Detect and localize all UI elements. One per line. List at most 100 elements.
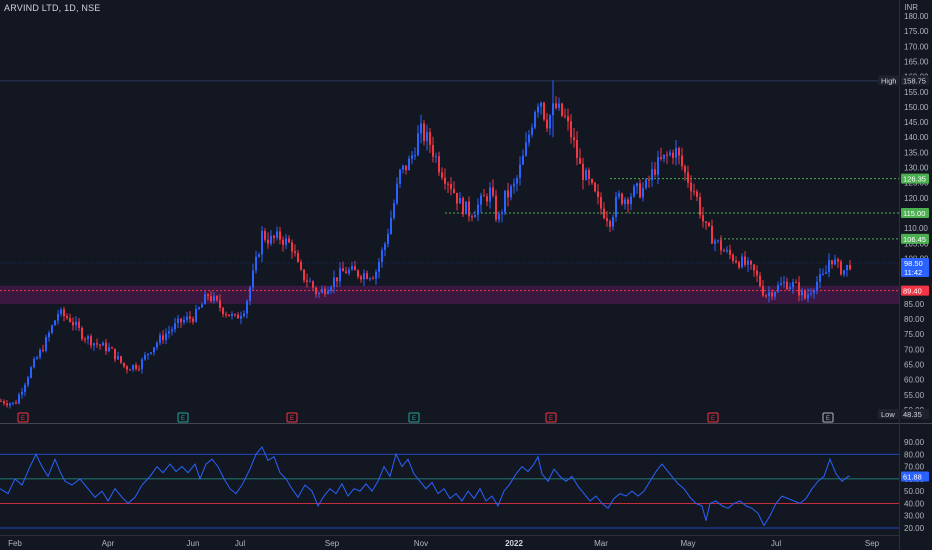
candle-body: [615, 196, 617, 218]
candle-body: [198, 307, 200, 309]
candle-body: [249, 287, 251, 301]
candle-body: [609, 221, 611, 227]
rsi-tick-label: 90.00: [904, 438, 925, 447]
candle-body: [660, 157, 662, 159]
last-price-bg: [901, 258, 929, 278]
candle-body: [789, 287, 791, 290]
candle-body: [624, 199, 626, 205]
candle-body: [357, 270, 359, 277]
candle-body: [645, 179, 647, 189]
earnings-marker[interactable]: [177, 412, 189, 423]
candle-body: [252, 270, 254, 288]
countdown-label: 11:42: [904, 268, 922, 277]
candle-body: [165, 333, 167, 341]
earnings-marker-label: E: [549, 416, 553, 422]
candle-body: [675, 147, 677, 158]
candle-body: [12, 402, 14, 404]
price-tick-label: 60.00: [904, 376, 925, 385]
earnings-marker[interactable]: [17, 412, 29, 423]
candle-body: [132, 364, 134, 370]
candle-body: [828, 260, 830, 273]
candle-body: [516, 177, 518, 184]
level-tag: 89.40: [903, 287, 922, 296]
candle-body: [408, 158, 410, 171]
earnings-marker[interactable]: [822, 412, 834, 423]
candle-body: [594, 182, 596, 192]
candle-body: [192, 318, 194, 322]
earnings-marker[interactable]: [707, 412, 719, 423]
high-value-tag-bg: [901, 75, 929, 86]
candle-body: [669, 152, 671, 156]
candle-body: [846, 264, 848, 271]
candle-body: [555, 103, 557, 109]
rsi-pane: [0, 445, 899, 529]
candle-body: [480, 195, 482, 205]
candle-body: [786, 281, 788, 290]
candle-body: [366, 273, 368, 279]
candle-body: [195, 308, 197, 322]
price-tick-label: 170.00: [904, 42, 929, 51]
candle-body: [741, 256, 743, 268]
candle-body: [570, 121, 572, 138]
low-label: Low: [881, 410, 895, 419]
candle-body: [264, 230, 266, 240]
candle-body: [558, 103, 560, 109]
earnings-marker-label: E: [290, 416, 294, 422]
candle-body: [747, 260, 749, 265]
earnings-marker[interactable]: [545, 412, 557, 423]
candle-body: [384, 243, 386, 251]
candle-body: [342, 268, 344, 272]
candle-body: [684, 166, 686, 173]
rsi-last-tag: 61.88: [903, 473, 922, 482]
earnings-marker-label: E: [711, 416, 715, 422]
candle-body: [600, 197, 602, 209]
candle-body: [489, 187, 491, 202]
candle-body: [63, 309, 65, 317]
candle-body: [381, 250, 383, 263]
candle-body: [306, 280, 308, 282]
candle-body: [603, 208, 605, 219]
candle-body: [48, 332, 50, 338]
candle-body: [348, 269, 350, 274]
symbol-title[interactable]: ARVIND LTD, 1D, NSE: [4, 3, 101, 13]
price-tick-label: 165.00: [904, 57, 929, 66]
price-tick-label: 75.00: [904, 330, 925, 339]
candle-body: [519, 164, 521, 178]
candle-body: [543, 102, 545, 120]
candle-body: [525, 142, 527, 156]
candle-body: [105, 342, 107, 352]
candle-body: [495, 195, 497, 220]
candle-body: [630, 196, 632, 205]
candle-body: [72, 321, 74, 326]
candle-body: [642, 188, 644, 198]
candle-body: [135, 364, 137, 369]
candle-body: [9, 403, 11, 406]
price-tick-label: 130.00: [904, 164, 929, 173]
earnings-marker[interactable]: [408, 412, 420, 423]
candle-body: [96, 343, 98, 345]
candle-body: [798, 282, 800, 296]
candle-body: [390, 217, 392, 234]
candle-body: [618, 193, 620, 197]
candle-body: [714, 240, 716, 244]
candle-body: [114, 348, 116, 360]
earnings-marker[interactable]: [286, 412, 298, 423]
candle-body: [702, 215, 704, 222]
candle-body: [825, 272, 827, 274]
candle-body: [54, 320, 56, 326]
candle-body: [6, 403, 8, 406]
candle-body: [336, 277, 338, 282]
candle-body: [270, 235, 272, 244]
candle-body: [657, 157, 659, 175]
candle-body: [360, 276, 362, 280]
candle-body: [282, 239, 284, 245]
candle-body: [57, 313, 59, 321]
candle-body: [315, 287, 317, 295]
candle-body: [738, 262, 740, 268]
candle-body: [351, 266, 353, 270]
candle-body: [231, 313, 233, 317]
candle-body: [423, 123, 425, 142]
time-tick-label: Feb: [8, 539, 22, 548]
